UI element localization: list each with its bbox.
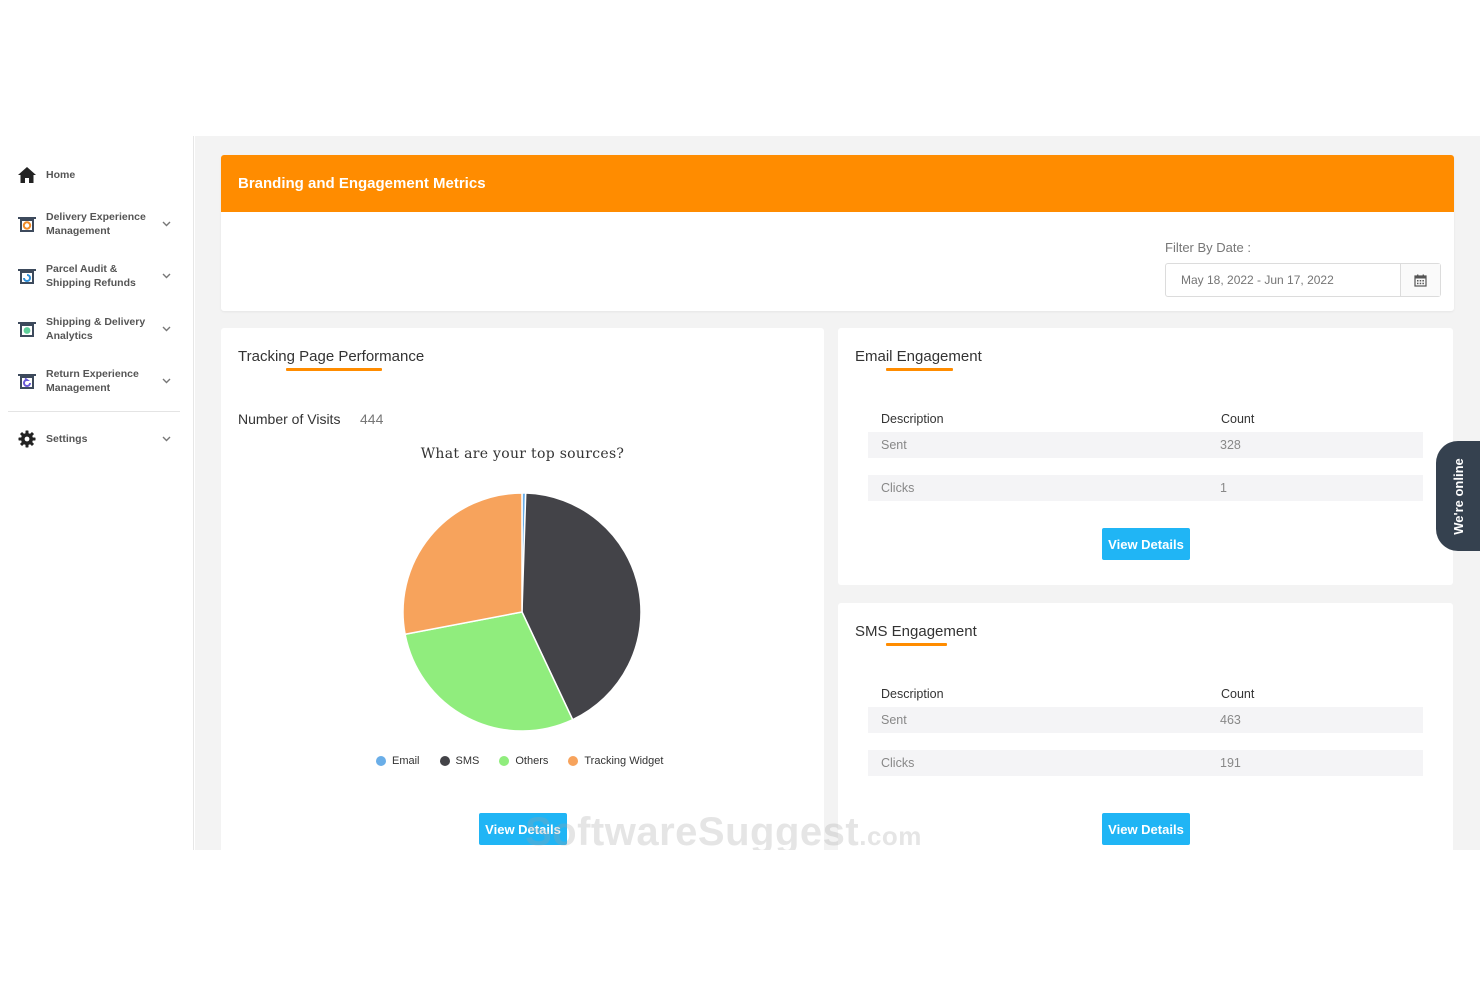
chat-label: We're online [1450,457,1466,535]
header-bar: Branding and Engagement Metrics [221,155,1454,212]
sidebar-item-parcel-audit[interactable]: Parcel Audit & Shipping Refunds [8,262,180,290]
sidebar-item-return-experience[interactable]: Return Experience Management [8,367,180,395]
legend-item-others[interactable]: Others [499,755,548,767]
row-description: Sent [881,713,907,727]
legend-marker [376,756,386,766]
visits-label: Number of Visits [238,411,341,427]
page-title: Branding and Engagement Metrics [238,175,486,192]
audit-icon [8,266,46,286]
row-count: 1 [1220,481,1227,495]
chevron-down-icon[interactable] [156,221,176,227]
watermark-text: SoftwareSuggest [525,810,860,850]
legend-label: Email [392,755,420,767]
sidebar-item-delivery-experience[interactable]: Delivery Experience Management [8,210,180,238]
table-row: Sent 328 [868,432,1423,458]
chart-title: What are your top sources? [420,446,625,462]
legend-label: SMS [455,755,480,767]
row-count: 463 [1220,713,1241,727]
card-title: Email Engagement [855,348,982,365]
calendar-icon[interactable] [1400,264,1440,296]
visits-count: 444 [360,411,384,427]
chevron-down-icon[interactable] [156,326,176,332]
card-title: SMS Engagement [855,623,977,640]
row-description: Clicks [881,756,915,770]
legend-label: Others [515,755,549,767]
legend-item-email[interactable]: Email [376,755,420,767]
watermark-suffix: .com [859,821,922,850]
title-underline [886,368,953,371]
column-header-description: Description [881,412,944,426]
legend-marker [568,756,579,766]
legend-marker [439,756,450,766]
legend-marker [499,756,510,766]
title-underline [886,643,947,646]
column-header-description: Description [881,687,944,701]
column-header-count: Count [1221,412,1255,426]
row-description: Sent [881,438,907,452]
table-row: Clicks 1 [868,475,1423,501]
sources-pie-chart [402,492,642,732]
email-view-details-button[interactable]: View Details [1102,528,1190,560]
sidebar-item-label: Home [46,169,76,181]
table-row: Clicks 191 [868,750,1423,776]
chevron-down-icon[interactable] [156,436,176,442]
sidebar-item-label: Shipping & Delivery Analytics [46,316,146,342]
card-title: Tracking Page Performance [238,348,425,365]
sidebar-divider [8,411,180,412]
sidebar-item-label: Delivery Experience Management [46,211,146,237]
email-engagement-card: Email Engagement Description Count Sent … [838,328,1453,585]
date-range-input[interactable] [1166,264,1400,296]
legend-label: Tracking Widget [584,755,664,767]
table-row: Sent 463 [868,707,1423,733]
tracking-view-details-button[interactable]: View Details [479,813,567,845]
sidebar-item-settings[interactable]: Settings [8,430,180,448]
sms-engagement-card: SMS Engagement Description Count Sent 46… [838,603,1453,850]
chart-legend: Email SMS Others Tracking Widget [376,755,663,767]
sms-view-details-button[interactable]: View Details [1102,813,1190,845]
row-count: 191 [1220,756,1241,770]
sidebar: Home Delivery Experience Management Parc… [0,136,194,850]
sidebar-item-label: Parcel Audit & Shipping Refunds [46,263,136,289]
pie-slice-sms[interactable] [521,492,642,721]
legend-item-tracking-widget[interactable]: Tracking Widget [568,755,663,767]
tracking-performance-card: Tracking Page Performance Number of Visi… [221,328,824,850]
row-description: Clicks [881,481,915,495]
date-range-picker[interactable] [1165,263,1441,297]
analytics-icon [8,319,46,339]
sidebar-item-shipping-analytics[interactable]: Shipping & Delivery Analytics [8,315,180,343]
sidebar-item-label: Settings [46,433,88,445]
watermark: SoftwareSuggest.com [525,810,922,850]
metrics-header-card: Branding and Engagement Metrics Filter B… [221,155,1454,311]
gear-icon [8,430,46,448]
chevron-down-icon[interactable] [156,378,176,384]
return-icon [8,371,46,391]
chevron-down-icon[interactable] [156,273,176,279]
main-content: Branding and Engagement Metrics Filter B… [195,136,1480,850]
title-underline [286,368,382,371]
app-window: Home Delivery Experience Management Parc… [0,136,1480,850]
home-icon [8,166,46,184]
chat-widget-tab[interactable]: We're online [1436,441,1480,551]
legend-item-sms[interactable]: SMS [439,755,480,767]
filter-date-label: Filter By Date : [1165,240,1251,255]
sidebar-item-label: Return Experience Management [46,368,139,394]
pie-slice-others[interactable] [404,611,574,732]
sidebar-item-home[interactable]: Home [8,166,180,184]
row-count: 328 [1220,438,1241,452]
pie-slice-tracking-widget[interactable] [402,492,523,636]
delivery-icon [8,214,46,234]
column-header-count: Count [1221,687,1255,701]
